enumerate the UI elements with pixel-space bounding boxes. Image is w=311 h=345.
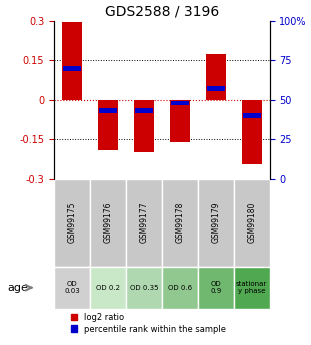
FancyBboxPatch shape (198, 267, 234, 309)
Bar (207, 86, 225, 91)
FancyBboxPatch shape (162, 267, 198, 309)
FancyBboxPatch shape (90, 179, 126, 267)
Bar (206, 54, 225, 100)
Text: age: age (7, 283, 28, 293)
Bar (63, 66, 81, 70)
Text: OD 0.6: OD 0.6 (168, 285, 192, 291)
Title: GDS2588 / 3196: GDS2588 / 3196 (105, 4, 219, 18)
Text: GSM99175: GSM99175 (67, 202, 77, 244)
Bar (98, 100, 118, 150)
Bar (170, 100, 190, 142)
FancyBboxPatch shape (54, 179, 90, 267)
Text: OD
0.03: OD 0.03 (64, 281, 80, 294)
Text: OD 0.35: OD 0.35 (130, 285, 158, 291)
Bar (243, 113, 261, 118)
Text: OD 0.2: OD 0.2 (96, 285, 120, 291)
Text: GSM99178: GSM99178 (175, 202, 184, 244)
Bar (242, 100, 262, 164)
Bar (171, 100, 189, 105)
Text: GSM99177: GSM99177 (139, 202, 148, 244)
FancyBboxPatch shape (126, 267, 162, 309)
Bar (99, 108, 117, 113)
FancyBboxPatch shape (54, 267, 90, 309)
Text: OD
0.9: OD 0.9 (210, 281, 221, 294)
FancyBboxPatch shape (126, 179, 162, 267)
Bar (62, 22, 82, 100)
Bar (135, 108, 153, 113)
FancyBboxPatch shape (162, 179, 198, 267)
FancyBboxPatch shape (198, 179, 234, 267)
Text: GSM99180: GSM99180 (247, 202, 256, 244)
Bar (134, 100, 154, 152)
FancyBboxPatch shape (234, 179, 270, 267)
Text: stationar
y phase: stationar y phase (236, 281, 267, 294)
Text: GSM99179: GSM99179 (211, 202, 220, 244)
Legend: log2 ratio, percentile rank within the sample: log2 ratio, percentile rank within the s… (69, 312, 228, 335)
FancyBboxPatch shape (90, 267, 126, 309)
Text: GSM99176: GSM99176 (103, 202, 112, 244)
FancyBboxPatch shape (234, 267, 270, 309)
